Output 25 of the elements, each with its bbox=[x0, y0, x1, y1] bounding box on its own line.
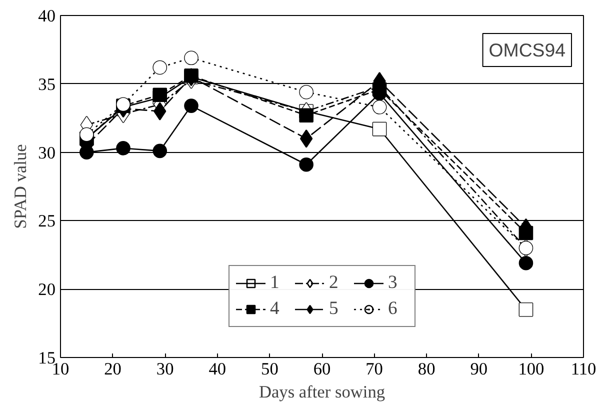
legend-label: 1 bbox=[270, 272, 280, 294]
x-tick-label: 80 bbox=[418, 360, 436, 378]
y-tick-label: 15 bbox=[38, 348, 56, 368]
x-tick-label: 20 bbox=[104, 360, 122, 378]
y-tick-label: 30 bbox=[38, 143, 56, 162]
x-tick-label: 110 bbox=[570, 360, 596, 378]
annotation: OMCS94 bbox=[488, 40, 566, 60]
y-tick-label: 25 bbox=[38, 212, 56, 231]
legend-label: 5 bbox=[329, 298, 340, 320]
y-tick-label: 20 bbox=[38, 280, 56, 300]
x-tick-label: 100 bbox=[518, 360, 544, 378]
x-tick-label: 70 bbox=[366, 360, 383, 378]
legend-label: 2 bbox=[329, 272, 340, 294]
x-tick-label: 50 bbox=[261, 360, 278, 378]
x-tick-label: 60 bbox=[313, 360, 331, 378]
y-tick-label: 40 bbox=[38, 6, 56, 26]
y-axis-title: SPAD value bbox=[11, 144, 30, 229]
x-axis-title: Days after sowing bbox=[258, 382, 386, 402]
x-tick-label: 30 bbox=[156, 360, 174, 378]
x-tick-label: 90 bbox=[470, 360, 488, 378]
legend-label: 6 bbox=[388, 298, 398, 320]
y-tick-label: 35 bbox=[38, 74, 56, 94]
legend-label: 3 bbox=[388, 272, 398, 294]
x-tick-label: 40 bbox=[208, 360, 226, 378]
legend-label: 4 bbox=[270, 298, 280, 320]
